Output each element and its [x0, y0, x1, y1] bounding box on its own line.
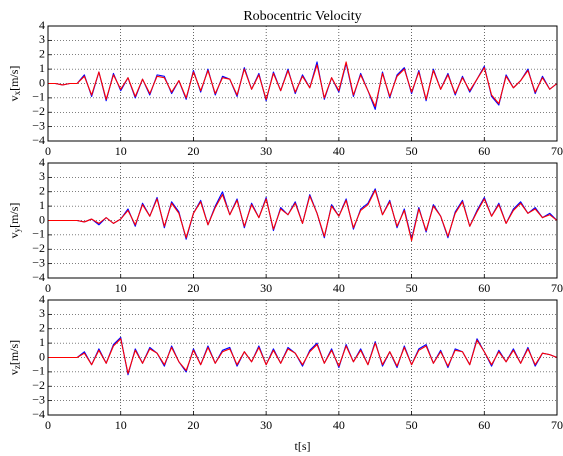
- series-line: [48, 189, 558, 242]
- y-tick-label: −3: [32, 118, 45, 132]
- series-line: [48, 338, 558, 374]
- x-tick-label: 20: [187, 281, 199, 295]
- x-tick-label: 10: [115, 418, 127, 432]
- y-tick-label: 3: [39, 32, 45, 46]
- y-tick-label: −2: [32, 104, 45, 118]
- x-tick-label: 60: [478, 418, 490, 432]
- y-tick-label: 1: [39, 61, 45, 75]
- x-tick-label: 30: [260, 281, 272, 295]
- y-tick-label: 3: [39, 306, 45, 320]
- y-tick-label: −4: [32, 133, 45, 147]
- x-tick-label: 40: [333, 418, 345, 432]
- x-tick-label: 40: [333, 281, 345, 295]
- x-tick-label: 30: [260, 418, 272, 432]
- y-tick-label: 0: [39, 212, 45, 226]
- y-tick-label: 0: [39, 75, 45, 89]
- y-tick-label: −1: [32, 90, 45, 104]
- x-tick-label: 50: [406, 418, 418, 432]
- y-label-unit: [m/s]: [7, 203, 21, 228]
- x-axis-label: t[s]: [295, 439, 311, 453]
- y-axis-label: vx[m/s]: [7, 66, 22, 102]
- y-tick-label: 3: [39, 169, 45, 183]
- chart-title: Robocentric Velocity: [243, 9, 361, 24]
- y-tick-label: −2: [32, 241, 45, 255]
- y-label-unit: [m/s]: [7, 66, 21, 91]
- y-tick-label: −4: [32, 270, 45, 284]
- x-tick-label: 30: [260, 144, 272, 158]
- y-axis-label: vz[m/s]: [7, 340, 22, 375]
- y-tick-label: 2: [39, 184, 45, 198]
- y-tick-label: −3: [32, 392, 45, 406]
- x-tick-label: 0: [45, 144, 51, 158]
- y-tick-label: 1: [39, 335, 45, 349]
- x-tick-label: 10: [115, 281, 127, 295]
- x-tick-label: 60: [478, 144, 490, 158]
- y-tick-label: 4: [39, 292, 45, 306]
- y-label-unit: [m/s]: [7, 340, 21, 365]
- x-tick-label: 0: [45, 418, 51, 432]
- y-tick-label: −2: [32, 378, 45, 392]
- x-tick-label: 70: [551, 281, 563, 295]
- y-label-subscript: y: [12, 227, 22, 232]
- x-tick-label: 20: [187, 418, 199, 432]
- y-tick-label: 4: [39, 18, 45, 32]
- x-tick-label: 10: [115, 144, 127, 158]
- x-tick-label: 70: [551, 418, 563, 432]
- y-tick-label: −1: [32, 227, 45, 241]
- y-axis-label: vy[m/s]: [7, 203, 22, 239]
- y-tick-label: 2: [39, 47, 45, 61]
- plot-frame: [47, 299, 558, 416]
- y-label-symbol: v: [7, 95, 21, 101]
- y-tick-label: −4: [32, 407, 45, 421]
- y-tick-label: 2: [39, 321, 45, 335]
- series-line: [48, 61, 558, 108]
- x-tick-label: 0: [45, 281, 51, 295]
- plot-frame: [47, 25, 558, 142]
- x-tick-label: 70: [551, 144, 563, 158]
- y-tick-label: 4: [39, 155, 45, 169]
- y-label-symbol: v: [7, 232, 21, 238]
- plot-frame: [47, 162, 558, 279]
- x-tick-label: 40: [333, 144, 345, 158]
- y-tick-label: −3: [32, 255, 45, 269]
- y-label-symbol: v: [7, 369, 21, 375]
- y-tick-label: 1: [39, 198, 45, 212]
- x-tick-label: 60: [478, 281, 490, 295]
- y-label-subscript: x: [12, 90, 22, 95]
- x-tick-label: 20: [187, 144, 199, 158]
- y-tick-label: 0: [39, 349, 45, 363]
- y-tick-label: −1: [32, 364, 45, 378]
- x-tick-label: 50: [406, 144, 418, 158]
- y-label-subscript: z: [12, 365, 22, 369]
- x-tick-label: 50: [406, 281, 418, 295]
